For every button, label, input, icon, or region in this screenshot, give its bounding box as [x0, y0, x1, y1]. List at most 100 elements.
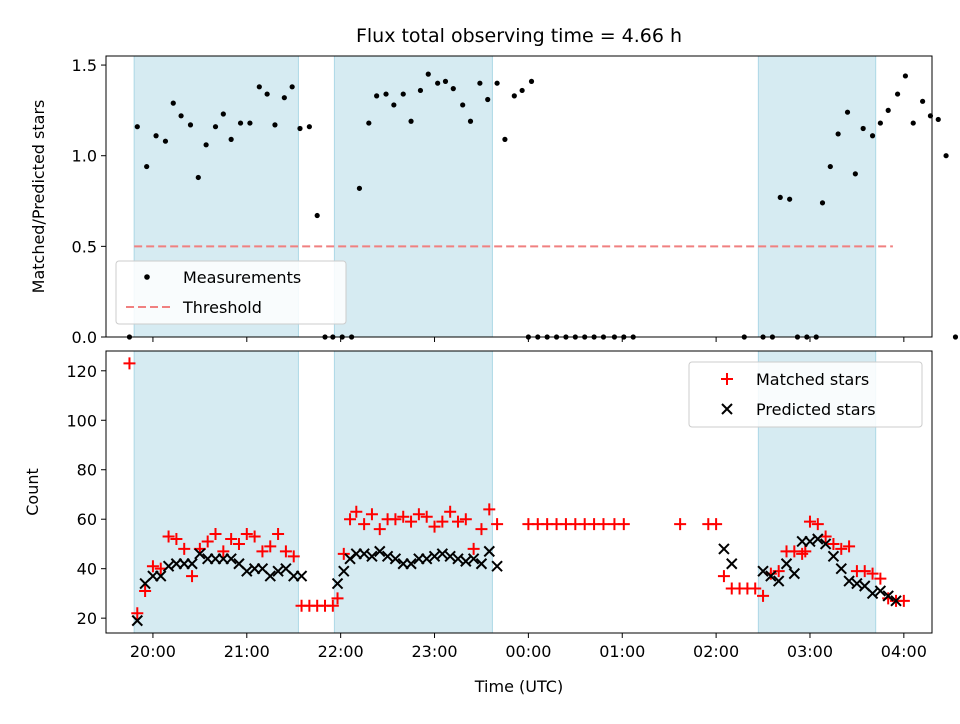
measurement-point: [920, 98, 926, 104]
matched-star-point: [350, 505, 363, 518]
measurement-point: [835, 131, 841, 137]
matched-star-point: [674, 518, 687, 531]
matched-star-point: [337, 547, 350, 560]
x-tick-label: 02:00: [693, 642, 739, 661]
bottom-panel: 20 40 60 80 100 120 20:00 21:00 22:00 23:00 00:00…: [23, 350, 933, 696]
x-tick-label: 00:00: [505, 642, 551, 661]
predicted-star-point: [428, 550, 441, 563]
measurement-point: [228, 136, 234, 142]
measurement-point: [869, 133, 876, 139]
matched-star-point: [843, 540, 856, 553]
predicted-star-point: [467, 553, 480, 565]
predicted-star-point: [460, 555, 472, 567]
measurement-point: [220, 111, 226, 117]
predicted-star-point: [851, 577, 863, 590]
measurement-point: [519, 87, 525, 94]
matched-star-point: [803, 515, 816, 528]
measurement-point: [289, 84, 295, 90]
measurement-point: [528, 78, 535, 84]
predicted-star-point: [295, 570, 308, 582]
predicted-star-point: [366, 550, 378, 563]
matched-star-point: [874, 572, 887, 585]
predicted-star-point: [804, 535, 816, 548]
measurement-point: [885, 107, 891, 113]
matched-star-point: [365, 508, 378, 521]
measurement-point: [187, 122, 194, 128]
measurement-point: [256, 84, 262, 90]
measurement-point: [777, 194, 783, 201]
bottom-shaded-interval-0: [133, 350, 299, 634]
predicted-star-point: [331, 577, 344, 590]
predicted-star-point: [405, 558, 417, 570]
matched-star-point: [710, 518, 723, 531]
matched-star-point: [617, 518, 630, 531]
predicted-star-point: [194, 548, 206, 560]
measurement-point: [860, 125, 866, 132]
predicted-star-point: [452, 553, 464, 565]
matched-star-point: [799, 545, 812, 558]
top-y-tick-label: 0.5: [72, 237, 97, 256]
predicted-star-point: [866, 587, 879, 600]
measurement-point: [460, 102, 466, 108]
matched-star-point: [397, 510, 410, 523]
measurement-point: [910, 120, 916, 126]
measurement-point: [314, 212, 320, 219]
predicted-star-point: [358, 548, 370, 560]
matched-star-point: [412, 508, 425, 521]
legend-predicted-marker: [721, 403, 733, 415]
matched-star-point: [358, 518, 371, 531]
matched-star-point: [146, 560, 159, 573]
measurement-point: [212, 124, 219, 130]
matched-star-point: [201, 535, 214, 548]
predicted-star-point: [374, 545, 386, 558]
measurement-point: [485, 96, 491, 103]
predicted-star-point: [225, 553, 237, 565]
top-y-ticks: 0.0 0.5 1.0 1.5: [72, 56, 905, 347]
top-shaded-intervals: [133, 55, 877, 338]
measurement-point: [477, 80, 483, 86]
measurement-point: [894, 91, 901, 97]
legend-matched-marker: [721, 373, 733, 385]
x-tick-label: 23:00: [411, 642, 457, 661]
measurement-point: [281, 95, 287, 101]
matched-star-point: [827, 537, 840, 550]
matched-star-point: [331, 592, 344, 605]
matched-star-point: [287, 550, 300, 563]
matched-star-point: [139, 584, 152, 597]
measurement-point: [511, 93, 517, 99]
matched-star-point: [483, 503, 496, 516]
predicted-star-point: [381, 550, 394, 563]
measurement-point: [374, 93, 380, 99]
legend-predicted-x: [721, 403, 733, 415]
predicted-star-point: [186, 558, 198, 570]
measurement-point: [502, 136, 508, 142]
measurement-point: [819, 200, 826, 206]
matched-stars-points: [123, 357, 910, 620]
predicted-star-point: [718, 543, 730, 555]
predicted-star-point: [827, 550, 840, 563]
top-y-tick-label: 0.0: [72, 328, 97, 347]
x-axis-label: Time (UTC): [474, 677, 563, 696]
top-panel: 0.0 0.5 1.0 1.5 Matched/Predicted stars Mea…: [29, 55, 959, 347]
measurement-point: [264, 91, 270, 97]
predicted-star-point: [788, 567, 801, 580]
matched-star-point: [217, 545, 230, 558]
measurement-point: [297, 125, 303, 132]
measurement-point: [787, 196, 793, 202]
predicted-star-point: [874, 585, 887, 597]
matched-star-point: [475, 523, 488, 536]
matched-star-point: [459, 513, 472, 526]
top-y-tick-label: 1.5: [72, 56, 97, 75]
top-legend: Measurements Threshold: [115, 260, 347, 325]
bottom-legend: Matched stars Predicted stars: [688, 361, 923, 428]
legend-threshold-label: Threshold: [182, 298, 262, 317]
matched-star-point: [897, 594, 910, 607]
predicted-star-point: [272, 565, 284, 577]
bottom-y-tick-label: 100: [66, 411, 97, 430]
measurement-point: [247, 120, 253, 126]
predicted-star-point: [835, 562, 847, 575]
x-tick-label: 04:00: [881, 642, 927, 661]
x-tick-label: 21:00: [224, 642, 270, 661]
measurement-point: [844, 109, 851, 115]
